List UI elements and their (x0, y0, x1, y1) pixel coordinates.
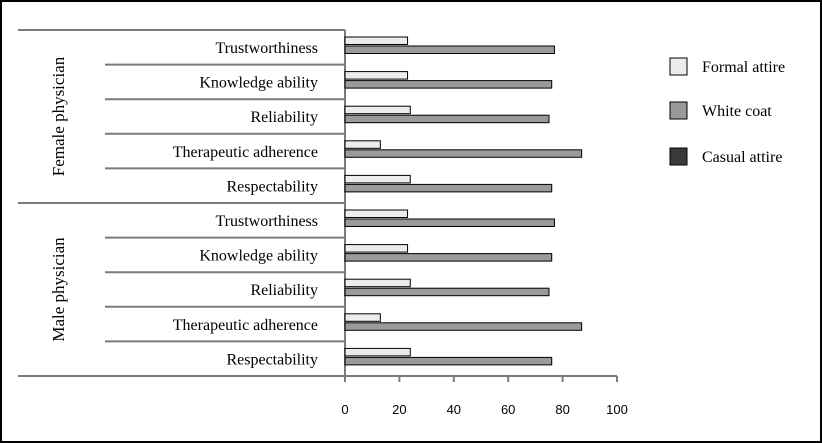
legend-swatch (669, 57, 688, 76)
category-label: Knowledge ability (199, 75, 318, 92)
group-label: Male physician (49, 237, 68, 342)
category-label: Therapeutic adherence (173, 317, 318, 334)
legend-label: Formal attire (702, 59, 785, 76)
x-tick-label: 0 (341, 402, 348, 417)
x-tick-label: 40 (447, 402, 461, 417)
bar-white-coat (344, 114, 550, 124)
legend-label: Casual attire (702, 149, 782, 166)
bar-white-coat (344, 287, 550, 297)
legend-swatch (669, 101, 688, 120)
bar-white-coat (344, 183, 553, 193)
bar-formal-attire (344, 244, 409, 253)
bar-white-coat (344, 322, 583, 331)
bar-formal-attire (344, 347, 411, 357)
bar-white-coat (344, 218, 555, 227)
bar-formal-attire (344, 105, 411, 115)
category-label: Knowledge ability (199, 248, 318, 265)
category-label: Trustworthiness (215, 213, 318, 230)
bar-white-coat (344, 149, 583, 158)
x-tick-label: 20 (392, 402, 406, 417)
bar-formal-attire (344, 36, 409, 45)
x-tick-label: 100 (606, 402, 628, 417)
bar-white-coat (344, 356, 553, 366)
category-label: Trustworthiness (215, 40, 318, 57)
bar-formal-attire (344, 71, 409, 80)
legend-swatch (669, 147, 688, 166)
legend: Formal attire White coat Casual attire (669, 57, 785, 166)
category-label: Reliability (250, 282, 318, 299)
bar-formal-attire (344, 174, 411, 184)
x-tick-label: 80 (555, 402, 569, 417)
bar-white-coat (344, 253, 553, 262)
bar-formal-attire (344, 140, 381, 149)
bar-white-coat (344, 45, 555, 54)
bar-white-coat (344, 80, 553, 89)
category-label: Reliability (250, 109, 318, 126)
bar-formal-attire (344, 278, 411, 288)
x-tick-label: 60 (501, 402, 515, 417)
category-label: Respectability (226, 351, 318, 368)
legend-label: White coat (702, 103, 772, 120)
bar-formal-attire (344, 209, 409, 218)
bar-formal-attire (344, 313, 381, 322)
group-label: Female physician (49, 56, 68, 176)
category-label: Respectability (226, 178, 318, 195)
category-label: Therapeutic adherence (173, 144, 318, 161)
plot-area: Trustworthiness Knowledge ability Reliabil… (18, 29, 628, 417)
